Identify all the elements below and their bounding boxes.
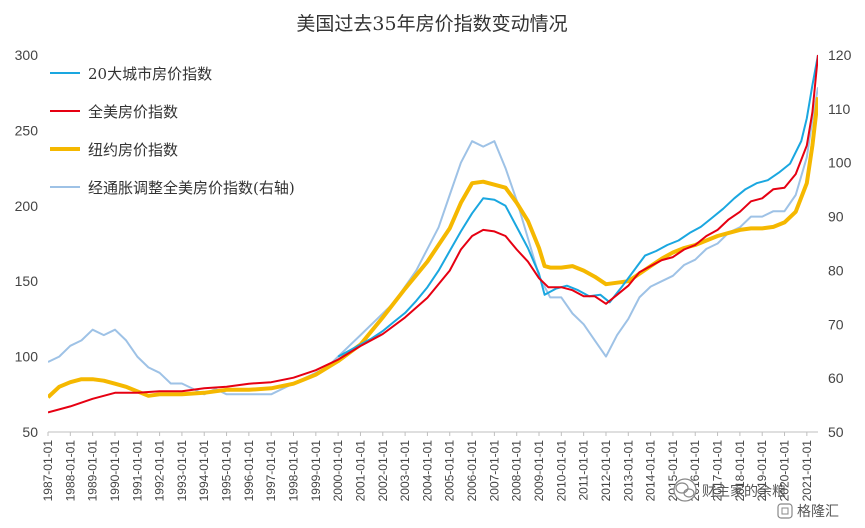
right-tick-label: 50 — [828, 424, 844, 440]
left-tick-label: 100 — [15, 349, 39, 365]
brand-text: 格隆汇 — [797, 504, 839, 520]
right-tick-label: 80 — [828, 262, 844, 278]
x-tick-label: 1987-01-01 — [41, 440, 55, 502]
x-tick-label: 2008-01-01 — [510, 440, 524, 502]
right-tick-label: 70 — [828, 316, 844, 332]
x-tick-label: 1989-01-01 — [86, 440, 100, 502]
legend-label-0: 20大城市房价指数 — [88, 65, 212, 83]
right-tick-label: 60 — [828, 370, 844, 386]
x-tick-label: 2021-01-01 — [800, 440, 814, 502]
series-line-2 — [48, 96, 818, 399]
x-tick-label: 2005-01-01 — [443, 440, 457, 502]
x-tick-label: 2020-01-01 — [778, 440, 792, 502]
legend-label-1: 全美房价指数 — [88, 103, 178, 121]
x-tick-label: 2012-01-01 — [599, 440, 613, 502]
x-tick-label: 2009-01-01 — [532, 440, 546, 502]
chart-title: 美国过去35年房价指数变动情况 — [296, 13, 567, 35]
left-tick-label: 150 — [15, 273, 39, 289]
x-tick-label: 2006-01-01 — [465, 440, 479, 502]
x-tick-label: 2014-01-01 — [644, 440, 658, 502]
x-tick-label: 1991-01-01 — [130, 440, 144, 502]
x-tick-label: 2013-01-01 — [621, 440, 635, 502]
axes: 50 100 150 200 250 300 50 60 70 80 90 100 110 120 1987… — [15, 47, 852, 501]
series-line-3 — [48, 87, 818, 396]
left-tick-label: 250 — [15, 122, 39, 138]
x-tick-label: 1990-01-01 — [108, 440, 122, 502]
series-line-1 — [48, 54, 818, 414]
x-tick-label: 2018-01-01 — [733, 440, 747, 502]
series-line-0 — [337, 54, 818, 358]
watermark-text: 财主家的余粮 — [702, 483, 786, 500]
legend-label-2: 纽约房价指数 — [88, 141, 178, 159]
series-lines — [48, 54, 818, 414]
x-tick-label: 2010-01-01 — [554, 440, 568, 502]
x-tick-label: 2019-01-01 — [755, 440, 769, 502]
x-tick-label: 2000-01-01 — [331, 440, 345, 502]
legend-label-3: 经通胀调整全美房价指数(右轴) — [88, 179, 295, 197]
x-tick-label: 2003-01-01 — [398, 440, 412, 502]
x-tick-label: 2017-01-01 — [711, 440, 725, 502]
wechat-icon — [673, 478, 697, 502]
right-tick-label: 120 — [828, 47, 852, 63]
x-tick-label: 1988-01-01 — [63, 440, 77, 502]
left-tick-label: 200 — [15, 198, 39, 214]
x-tick-label: 1994-01-01 — [197, 440, 211, 502]
x-tick-label: 2001-01-01 — [353, 440, 367, 502]
x-tick-label: 1993-01-01 — [175, 440, 189, 502]
x-tick-label: 2011-01-01 — [577, 440, 591, 501]
x-tick-label: 1992-01-01 — [153, 440, 167, 502]
right-tick-label: 90 — [828, 209, 844, 225]
right-tick-label: 110 — [828, 101, 851, 117]
x-tick-label: 1996-01-01 — [242, 440, 256, 502]
brand-logo-icon — [777, 503, 793, 519]
x-tick-label: 2007-01-01 — [487, 440, 501, 502]
x-tick-label: 1998-01-01 — [287, 440, 301, 502]
right-tick-label: 100 — [828, 155, 852, 171]
watermark: 财主家的余粮 格隆汇 — [673, 478, 839, 520]
x-tick-label: 1995-01-01 — [220, 440, 234, 502]
left-tick-label: 50 — [22, 424, 38, 440]
x-tick-label: 2002-01-01 — [376, 440, 390, 502]
x-tick-label: 1997-01-01 — [264, 440, 278, 502]
x-tick-label: 2004-01-01 — [420, 440, 434, 502]
left-tick-label: 300 — [15, 47, 39, 63]
x-tick-label: 1999-01-01 — [309, 440, 323, 502]
